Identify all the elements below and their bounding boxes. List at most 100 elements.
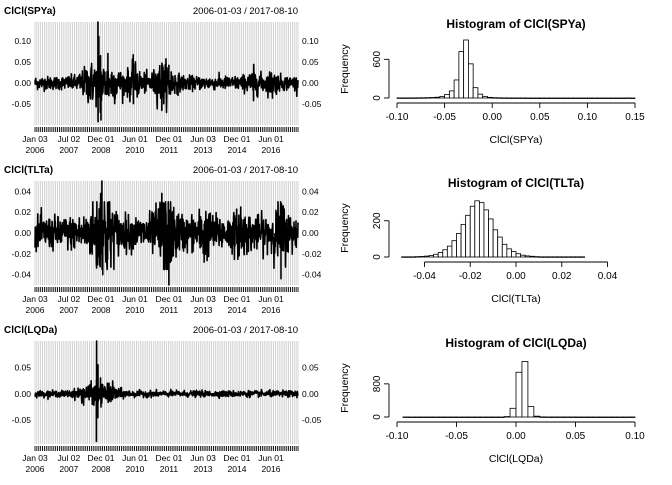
histogram-bar xyxy=(448,90,455,99)
x-axis-title: ClCl(TLTa) xyxy=(491,293,540,305)
x-tick-label-year: 2016 xyxy=(262,305,281,315)
y-tick-label-left: 0.04 xyxy=(14,186,31,196)
x-tick-label-year: 2011 xyxy=(160,305,179,315)
x-tick-label-date: Jul 02 xyxy=(57,453,80,463)
histogram-bar xyxy=(604,416,612,418)
y-tick-label: 0 xyxy=(372,254,383,260)
x-tick-label-date: Dec 01 xyxy=(88,294,115,304)
histogram-bar xyxy=(506,97,512,99)
x-axis xyxy=(424,261,608,267)
histogram-bar xyxy=(610,416,618,418)
histogram-bar xyxy=(515,371,523,418)
histogram-bar xyxy=(485,416,493,418)
histogram-bar xyxy=(467,416,475,418)
histogram-bar xyxy=(439,95,445,99)
x-tick-label-year: 2013 xyxy=(194,464,213,474)
histogram-bar xyxy=(551,416,559,418)
x-tick-label-date: Dec 01 xyxy=(155,134,182,144)
histogram-bar xyxy=(567,97,574,99)
histogram-bar xyxy=(587,416,594,418)
histogram-bar xyxy=(510,97,517,99)
histogram-bar xyxy=(434,96,441,99)
y-tick-label-right: 0.10 xyxy=(302,36,319,46)
x-tick-label: 0.10 xyxy=(625,431,645,442)
histogram-bar xyxy=(534,97,541,99)
x-tick-label-date: Jan 03 xyxy=(22,294,48,304)
histogram-bar xyxy=(615,97,622,99)
histogram-bar xyxy=(569,416,576,418)
x-tick-label-date: Jun 01 xyxy=(122,134,148,144)
histogram-bar xyxy=(509,407,517,418)
histogram-bar xyxy=(442,249,448,258)
y-tick-label: 600 xyxy=(372,51,383,68)
histogram-bar xyxy=(628,416,636,418)
panel-title: ClCl(SPYa) xyxy=(4,6,56,17)
histogram-bar xyxy=(462,416,469,418)
histogram-bar xyxy=(465,214,471,258)
x-tick-label: -0.10 xyxy=(386,112,409,123)
histogram-bar xyxy=(629,97,636,99)
histogram-bar xyxy=(425,97,431,99)
histogram-bar xyxy=(601,97,607,99)
y-tick-label-left: -0.02 xyxy=(12,249,32,259)
x-tick-label-year: 2013 xyxy=(194,145,213,155)
histogram-bar xyxy=(472,87,479,99)
histogram-bar xyxy=(538,256,544,258)
histogram-bar xyxy=(575,256,581,258)
y-axis xyxy=(384,220,390,258)
histogram-bar xyxy=(414,256,421,258)
x-tick-label-year: 2013 xyxy=(194,305,213,315)
panel-title: ClCl(LQDa) xyxy=(4,325,57,336)
x-tick-label-year: 2016 xyxy=(262,145,281,155)
x-tick-label-date: Dec 01 xyxy=(224,453,251,463)
x-tick-label: -0.02 xyxy=(459,271,482,282)
histogram-bars xyxy=(401,200,586,258)
y-tick-label-right: -0.02 xyxy=(302,249,322,259)
histogram-bar xyxy=(620,97,626,99)
histogram-bar xyxy=(456,416,463,418)
x-tick-label-year: 2007 xyxy=(59,464,78,474)
x-tick-label-year: 2010 xyxy=(125,464,144,474)
x-axis-title: ClCl(SPYa) xyxy=(490,134,543,146)
y-axis xyxy=(384,383,390,418)
histogram-bar xyxy=(529,255,535,258)
histogram-bar xyxy=(450,416,457,418)
x-tick-label-year: 2008 xyxy=(92,464,111,474)
histogram-bar xyxy=(405,256,412,258)
x-tick-label-year: 2010 xyxy=(125,305,144,315)
x-tick-label-year: 2016 xyxy=(262,464,281,474)
x-tick-label: 0.04 xyxy=(598,271,618,282)
histogram-bar xyxy=(467,63,474,99)
histogram-bar xyxy=(491,97,498,99)
histogram-bar xyxy=(420,416,428,418)
x-tick-label: -0.04 xyxy=(413,271,436,282)
y-tick-label-left: 0.00 xyxy=(14,228,31,238)
x-minor-ticks xyxy=(34,446,299,451)
y-tick-label: 800 xyxy=(372,375,383,392)
histogram-bar xyxy=(610,97,617,99)
histogram-bar xyxy=(497,416,505,418)
histogram-bar xyxy=(483,209,489,258)
y-tick-label-left: 0.00 xyxy=(14,389,31,399)
histogram-bar xyxy=(544,97,550,99)
histogram-bar xyxy=(524,255,531,258)
histogram-bar xyxy=(438,416,445,418)
x-tick-label-date: Jul 02 xyxy=(57,134,80,144)
y-tick-label-left: -0.05 xyxy=(12,415,32,425)
histogram-bar xyxy=(496,97,503,99)
x-tick-label-date: Dec 01 xyxy=(224,134,251,144)
histogram-bar xyxy=(503,416,511,418)
histogram-bar xyxy=(460,223,467,258)
histogram-bar xyxy=(592,416,600,418)
x-tick-label-date: Jun 01 xyxy=(122,294,148,304)
x-tick-label-year: 2006 xyxy=(26,145,45,155)
histogram-bar xyxy=(451,240,457,258)
histogram-bar xyxy=(596,97,603,99)
date-range-label: 2006-01-03 / 2017-08-10 xyxy=(193,165,298,176)
histogram-bar xyxy=(543,256,549,258)
series-line xyxy=(34,21,299,123)
histogram-bar xyxy=(548,97,555,99)
histogram-bar xyxy=(575,416,582,418)
histogram-bar xyxy=(529,97,536,99)
x-tick-label-date: Jan 03 xyxy=(22,134,48,144)
